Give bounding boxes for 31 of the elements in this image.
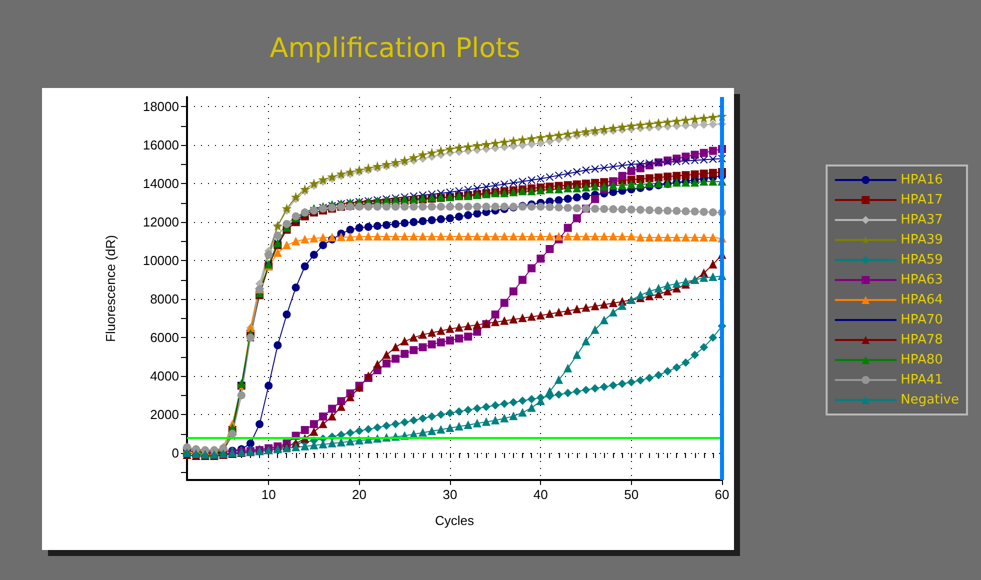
legend-label: HPA80 xyxy=(900,352,943,368)
legend-label: HPA70 xyxy=(900,312,943,328)
x-tick-label: 30 xyxy=(442,487,458,502)
x-tick-label: 10 xyxy=(261,487,276,502)
y-axis-title: Fluorescence (dR) xyxy=(103,235,118,342)
y-tick-label: 6000 xyxy=(150,330,179,346)
x-tick-label: 50 xyxy=(624,487,639,502)
y-tick-label: 16000 xyxy=(142,138,179,153)
x-tick-label: 60 xyxy=(714,487,730,502)
y-tick-label: 4000 xyxy=(150,368,179,384)
legend-label: HPA41 xyxy=(900,372,943,388)
legend-label: HPA78 xyxy=(900,332,943,348)
legend-label: HPA59 xyxy=(900,252,943,268)
legend-label: HPA64 xyxy=(900,292,943,308)
y-tick-label: 2000 xyxy=(150,407,179,422)
x-tick-label: 20 xyxy=(352,487,367,502)
legend-label: Negative xyxy=(900,392,959,408)
y-tick-label: 18000 xyxy=(142,99,179,114)
legend-label: HPA16 xyxy=(900,172,943,188)
y-tick-label: 8000 xyxy=(150,292,179,307)
x-axis-title: Cycles xyxy=(434,513,474,528)
y-tick-label: 0 xyxy=(172,446,179,461)
y-tick-label: 14000 xyxy=(142,176,179,192)
chart-title: Amplification Plots xyxy=(270,33,520,64)
legend-label: HPA63 xyxy=(900,272,943,288)
y-tick-label: 10000 xyxy=(142,253,179,268)
legend-label: HPA37 xyxy=(900,212,943,228)
legend-label: HPA17 xyxy=(900,192,943,208)
x-tick-label: 40 xyxy=(533,487,548,502)
legend-label: HPA39 xyxy=(900,232,943,248)
y-tick-label: 12000 xyxy=(142,214,179,230)
